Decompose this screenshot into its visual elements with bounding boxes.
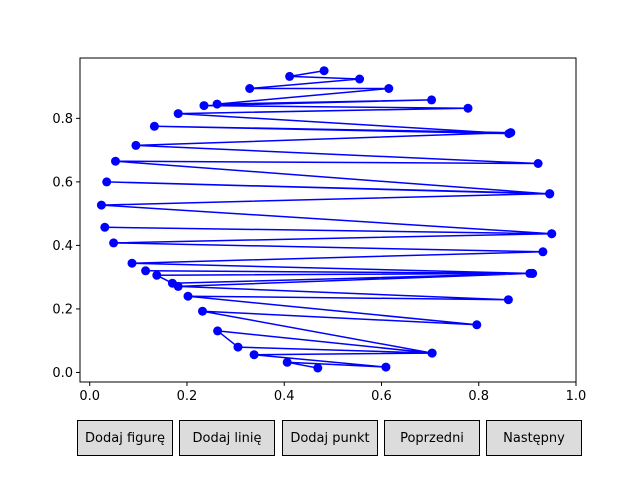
data-point (109, 238, 119, 248)
add-figure-button[interactable]: Dodaj figurę (77, 420, 173, 456)
add-line-button[interactable]: Dodaj linię (179, 420, 275, 456)
data-point (96, 200, 106, 210)
previous-button[interactable]: Poprzedni (384, 420, 480, 456)
data-point (152, 270, 162, 280)
data-point (233, 342, 243, 352)
x-tick-label: 0.6 (371, 389, 392, 404)
y-axis: 0.0 0.2 0.4 0.6 0.8 (52, 112, 80, 381)
x-tick-label: 0.4 (274, 389, 295, 404)
data-point (111, 156, 120, 166)
data-point (506, 128, 516, 138)
data-point (245, 84, 255, 93)
data-point (427, 348, 437, 358)
x-tick-label: 0.2 (177, 389, 198, 404)
data-point (527, 268, 537, 278)
data-point (102, 177, 112, 187)
y-tick-label: 0.6 (52, 175, 73, 190)
series-layer (96, 66, 557, 373)
plot-canvas: 0.0 0.2 0.4 0.6 0.8 1.0 0.0 0.2 0.4 0.6 0.8 (52, 57, 586, 404)
add-point-button[interactable]: Dodaj punkt (282, 420, 378, 456)
y-tick-label: 0.8 (52, 112, 73, 127)
data-point (212, 99, 222, 109)
data-point (427, 95, 437, 105)
data-point (199, 101, 209, 111)
y-tick-label: 0.0 (52, 366, 73, 381)
data-point (100, 222, 110, 232)
data-point (282, 357, 292, 367)
data-point (213, 326, 223, 336)
data-point (463, 103, 473, 113)
data-point (173, 281, 183, 291)
data-point (503, 295, 513, 305)
data-point (285, 71, 295, 81)
data-point (538, 247, 548, 257)
data-point (381, 362, 391, 372)
data-point (355, 74, 365, 84)
data-point (149, 121, 159, 131)
data-point (313, 363, 323, 373)
x-tick-label: 0.0 (79, 389, 100, 404)
data-point (183, 291, 193, 301)
data-point (384, 84, 394, 93)
data-point (472, 320, 482, 330)
data-point (319, 66, 329, 76)
data-point (547, 229, 557, 239)
data-point (127, 258, 137, 268)
next-button[interactable]: Następny (486, 420, 582, 456)
y-tick-label: 0.4 (52, 239, 73, 254)
x-tick-label: 1.0 (566, 389, 587, 404)
data-point (249, 350, 259, 360)
y-tick-label: 0.2 (52, 302, 73, 317)
data-point (533, 159, 543, 168)
x-tick-label: 0.8 (468, 389, 489, 404)
data-point (173, 109, 183, 119)
x-axis: 0.0 0.2 0.4 0.6 0.8 1.0 (79, 382, 586, 404)
data-point (131, 140, 141, 150)
data-point (545, 189, 555, 199)
data-point (198, 306, 207, 316)
data-point (141, 266, 151, 276)
